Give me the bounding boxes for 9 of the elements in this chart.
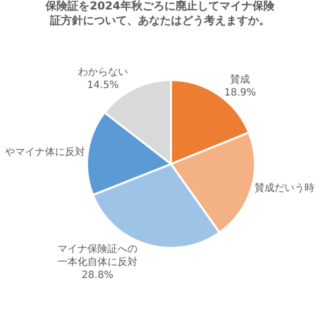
data-label: 28.8% bbox=[82, 270, 114, 281]
data-label: 14.5% bbox=[87, 80, 119, 91]
slice-label: やマイナ体に反対 bbox=[4, 146, 85, 158]
slice-label: 賛成だいう時 bbox=[254, 182, 315, 194]
slice-label: マイナ保険証への一本化自体に反対 bbox=[58, 242, 138, 268]
slice-label: わからない bbox=[78, 66, 128, 78]
data-label: 18.9% bbox=[224, 87, 256, 98]
chart-title: 保険証を2024年秋ごろに廃止してマイナ保険証方針について、あなたはどう考えますか。 bbox=[44, 0, 276, 27]
slice-label: 賛成 bbox=[230, 73, 250, 86]
